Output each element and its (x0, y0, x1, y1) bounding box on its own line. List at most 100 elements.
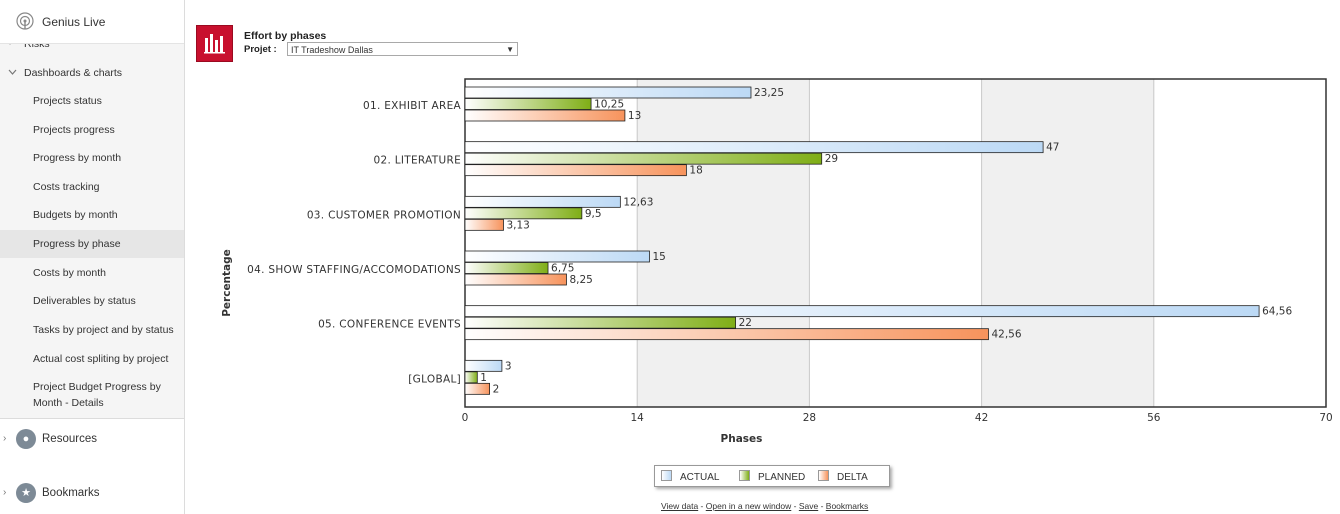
x-tick-label: 56 (1147, 412, 1161, 424)
bar-planned (464, 316, 737, 329)
bar-value-label: 13 (628, 110, 641, 122)
bar-value-label: 23,25 (754, 87, 784, 99)
sidebar-item-2[interactable]: Progress by month (0, 152, 184, 166)
project-label: Projet : (244, 44, 277, 55)
sidebar-section-dashboards[interactable]: Dashboards & charts (0, 62, 184, 84)
sidebar-section-label: Dashboards & charts (24, 67, 123, 79)
legend-item-actual[interactable]: ACTUAL (661, 470, 719, 483)
plot-frame (464, 78, 1327, 408)
footer-links: View data - Open in a new window - Save … (661, 501, 868, 511)
bar-delta (464, 328, 989, 341)
legend-label: DELTA (837, 472, 868, 483)
sidebar-item-label: Projects progress (33, 124, 115, 136)
bar-actual (464, 305, 1260, 318)
sidebar-bottom: › ● Resources › ★ Bookmarks (0, 418, 184, 514)
sidebar-item-8[interactable]: Tasks by project and by status (0, 324, 184, 338)
sidebar-item-label: Progress by phase (33, 238, 121, 250)
sidebar-item-label: Actual cost spliting by project (33, 353, 169, 365)
bar-planned (464, 371, 478, 384)
sidebar-item-4[interactable]: Budgets by month (0, 209, 184, 223)
bar-value-label: 3,13 (506, 219, 529, 231)
plot-band (637, 79, 810, 407)
legend-swatch-planned (739, 470, 750, 481)
chevron-right-icon: › (3, 487, 7, 498)
category-label: [GLOBAL] (408, 373, 461, 385)
y-axis-title: Percentage (221, 249, 233, 317)
bar-value-label: 2 (493, 383, 500, 395)
bar-value-label: 12,63 (623, 196, 653, 208)
bar-planned (464, 98, 592, 110)
bar-value-label: 42,56 (991, 329, 1021, 341)
bar-value-label: 18 (689, 165, 702, 177)
sidebar-item-label: Project Budget Progress by (33, 381, 161, 393)
bar-delta (464, 218, 504, 231)
bar-value-label: 8,25 (569, 274, 592, 286)
sidebar-item-label: Projects status (33, 95, 102, 107)
bar-actual (464, 86, 752, 99)
sidebar-item-label: Costs by month (33, 267, 106, 279)
bar-value-label: 64,56 (1262, 306, 1292, 318)
sidebar-item-1[interactable]: Projects progress (0, 124, 184, 138)
link-separator: - (818, 501, 826, 511)
legend-item-planned[interactable]: PLANNED (739, 470, 805, 483)
bar-delta (464, 164, 687, 177)
save-link[interactable]: Save (798, 501, 819, 511)
bar-actual (464, 195, 621, 208)
app-title: Genius Live (42, 15, 106, 29)
user-icon: ● (16, 429, 36, 449)
bar-value-label: 29 (825, 153, 838, 165)
bar-planned (464, 262, 549, 274)
broadcast-icon (16, 12, 34, 30)
sidebar-item-resources[interactable]: › ● Resources (0, 424, 184, 454)
project-select[interactable]: IT Tradeshow Dallas ▼ (287, 42, 518, 56)
plot-band (465, 79, 638, 407)
bar-delta (464, 109, 626, 122)
x-tick-label: 14 (631, 412, 645, 424)
x-tick-label: 42 (975, 412, 988, 424)
sidebar-item-6[interactable]: Costs by month (0, 267, 184, 281)
bar-delta (464, 382, 491, 395)
view-data-link[interactable]: View data (661, 501, 699, 511)
sidebar-item-5[interactable]: Progress by phase (0, 230, 184, 258)
bar-value-label: 6,75 (551, 263, 574, 275)
chevron-right-icon: › (3, 433, 7, 444)
legend-item-delta[interactable]: DELTA (818, 470, 868, 483)
bar-value-label: 22 (739, 317, 752, 329)
chevron-down-icon (8, 69, 17, 75)
sidebar-item-label: Progress by month (33, 152, 122, 164)
sidebar-item-0[interactable]: Projects status (0, 95, 184, 109)
bar-chart-icon (196, 25, 233, 62)
main-panel: Effort by phases Projet : IT Tradeshow D… (185, 0, 1340, 514)
category-label: 04. SHOW STAFFING/ACCOMODATIONS (247, 264, 461, 276)
bar-planned (464, 207, 583, 220)
x-tick-label: 28 (803, 412, 816, 424)
category-label: 03. CUSTOMER PROMOTION (307, 209, 461, 221)
sidebar-item-label: Deliverables by status (33, 295, 136, 307)
bar-value-label: 10,25 (594, 99, 624, 111)
bar-value-label: 15 (653, 251, 666, 263)
category-label: 05. CONFERENCE EVENTS (318, 319, 461, 331)
x-tick-label: 0 (462, 412, 469, 424)
x-axis-title: Phases (721, 433, 763, 445)
link-separator: - (791, 501, 799, 511)
sidebar-item-10[interactable]: Project Budget Progress by (0, 381, 184, 395)
app-header: Genius Live (0, 0, 184, 44)
sidebar-item-9[interactable]: Actual cost spliting by project (0, 353, 184, 367)
bar-value-label: 3 (505, 360, 512, 372)
bar-value-label: 47 (1046, 142, 1059, 154)
sidebar-item-label: Budgets by month (33, 209, 118, 221)
bookmarks-link[interactable]: Bookmarks (825, 501, 869, 511)
caret-down-icon: ▼ (506, 45, 514, 54)
sidebar-item-label: Month - Details (33, 397, 104, 409)
star-icon: ★ (16, 483, 36, 503)
sidebar-item-3[interactable]: Costs tracking (0, 181, 184, 195)
sidebar-item-11: Month - Details (0, 397, 184, 411)
bar-actual (464, 250, 650, 263)
legend-label: PLANNED (758, 472, 806, 483)
plot-band (809, 79, 982, 407)
sidebar-item-bookmarks[interactable]: › ★ Bookmarks (0, 478, 184, 508)
sidebar-item-7[interactable]: Deliverables by status (0, 295, 184, 309)
sidebar-item-label: Costs tracking (33, 181, 100, 193)
open-new-window-link[interactable]: Open in a new window (705, 501, 792, 511)
